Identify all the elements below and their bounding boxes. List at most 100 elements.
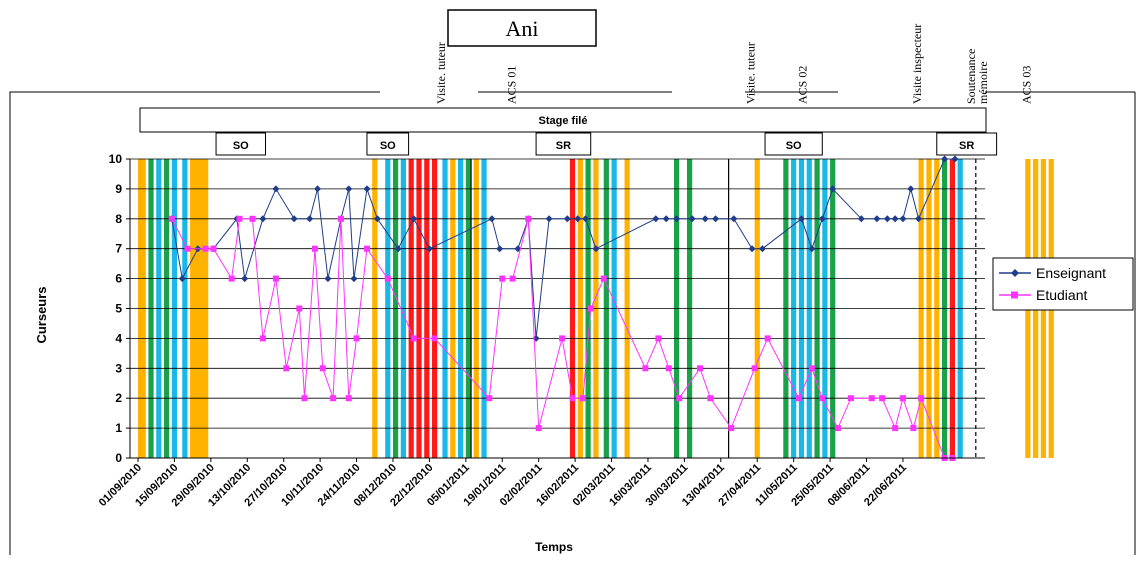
data-point-etudiant — [236, 215, 243, 222]
event-label: ACS 03 — [1019, 66, 1033, 104]
data-point-enseignant — [748, 245, 756, 253]
data-point-etudiant — [363, 245, 370, 252]
data-point-etudiant — [345, 395, 352, 402]
legend-box — [992, 257, 1134, 311]
data-point-etudiant — [296, 305, 303, 312]
event-labels: Visite. tuteur ACS 01 Visite. tuteur ACS 02… — [434, 24, 1033, 104]
data-point-enseignant — [545, 215, 553, 223]
data-point-etudiant — [272, 275, 279, 282]
data-point-etudiant — [697, 365, 703, 372]
title-box-frame — [447, 9, 597, 47]
data-point-enseignant — [582, 215, 590, 223]
data-point-etudiant — [283, 365, 290, 372]
data-point-etudiant — [579, 395, 586, 402]
y-axis-label: Curseurs — [34, 286, 49, 343]
phase-box-label: SO — [380, 140, 396, 152]
data-point-etudiant — [410, 335, 417, 342]
series-line-etudiant — [171, 218, 953, 459]
phase-bar: Stage filé — [139, 107, 987, 133]
data-point-etudiant — [330, 395, 337, 402]
data-point-etudiant — [486, 395, 493, 402]
data-point-etudiant — [168, 215, 175, 222]
data-point-enseignant — [488, 215, 496, 223]
phase-box — [366, 132, 410, 156]
data-point-enseignant — [314, 185, 322, 193]
data-point-enseignant — [941, 155, 949, 163]
y-tick-label: 3 — [115, 361, 122, 375]
data-point-enseignant — [951, 155, 959, 163]
x-tick-labels: 01/09/201015/09/201029/09/201013/10/2010… — [97, 458, 909, 509]
data-point-enseignant — [730, 215, 738, 223]
data-point-etudiant — [642, 365, 649, 372]
series — [168, 155, 959, 461]
title-box: Ani — [447, 9, 597, 47]
data-point-etudiant — [665, 365, 672, 372]
data-point-etudiant — [892, 425, 899, 432]
data-point-enseignant — [563, 215, 571, 223]
data-point-etudiant — [210, 245, 217, 252]
data-point-enseignant — [290, 215, 298, 223]
data-point-etudiant — [751, 365, 758, 372]
data-point-etudiant — [569, 395, 576, 402]
data-point-etudiant — [311, 245, 318, 252]
series-line-enseignant — [171, 158, 955, 339]
data-point-etudiant — [655, 335, 662, 342]
gridlines — [130, 158, 985, 459]
data-point-etudiant — [301, 395, 308, 402]
event-label: mémoire — [976, 61, 990, 104]
y-tick-label: 8 — [115, 212, 122, 226]
phase-box — [535, 132, 592, 156]
data-point-enseignant — [272, 185, 280, 193]
data-point-enseignant — [345, 185, 353, 193]
event-label: ACS 02 — [796, 66, 810, 104]
data-point-etudiant — [431, 335, 438, 342]
data-point-enseignant — [701, 215, 709, 223]
x-axis-label: Temps — [535, 540, 573, 554]
phase-boxes: SO SO SR SO SR — [215, 132, 998, 156]
outer-frame — [9, 91, 1136, 555]
event-label: Visite. tuteur — [744, 42, 758, 104]
data-point-enseignant — [241, 275, 249, 283]
data-point-enseignant — [883, 215, 891, 223]
y-tick-label: 7 — [115, 242, 122, 256]
data-point-etudiant — [819, 395, 826, 402]
outer-frame-left — [9, 91, 380, 555]
data-point-etudiant — [918, 395, 925, 402]
data-point-etudiant — [259, 335, 266, 342]
legend-marker-etudiant — [1011, 291, 1018, 299]
y-tick-label: 6 — [115, 272, 122, 286]
data-point-etudiant — [509, 275, 516, 282]
phase-bar-frame — [139, 107, 987, 133]
legend-marker-enseignant — [1011, 269, 1019, 277]
data-point-enseignant — [574, 215, 582, 223]
data-point-etudiant — [384, 275, 391, 282]
data-point-etudiant — [728, 425, 735, 432]
data-point-enseignant — [712, 215, 720, 223]
event-label: ACS 01 — [504, 66, 518, 104]
legend: Enseignant Etudiant — [992, 257, 1134, 311]
data-point-etudiant — [600, 275, 607, 282]
data-point-enseignant — [857, 215, 865, 223]
y-tick-label: 10 — [109, 152, 123, 166]
phase-box — [764, 132, 823, 156]
data-point-etudiant — [808, 365, 815, 372]
data-point-etudiant — [899, 395, 906, 402]
data-point-etudiant — [184, 245, 191, 252]
phase-box-label: SR — [556, 140, 571, 152]
data-point-enseignant — [758, 245, 766, 253]
data-point-enseignant — [899, 215, 907, 223]
y-tick-label: 2 — [115, 391, 122, 405]
data-point-enseignant — [306, 215, 314, 223]
data-point-etudiant — [228, 275, 235, 282]
legend-label-enseignant: Enseignant — [1036, 265, 1106, 281]
data-point-etudiant — [707, 395, 714, 402]
legend-label-etudiant: Etudiant — [1036, 287, 1087, 303]
data-point-etudiant — [764, 335, 771, 342]
event-label: Visite. tuteur — [434, 42, 448, 104]
data-point-etudiant — [868, 395, 875, 402]
data-point-etudiant — [535, 425, 542, 432]
data-point-enseignant — [673, 215, 681, 223]
data-point-etudiant — [353, 335, 360, 342]
data-point-enseignant — [350, 275, 358, 283]
